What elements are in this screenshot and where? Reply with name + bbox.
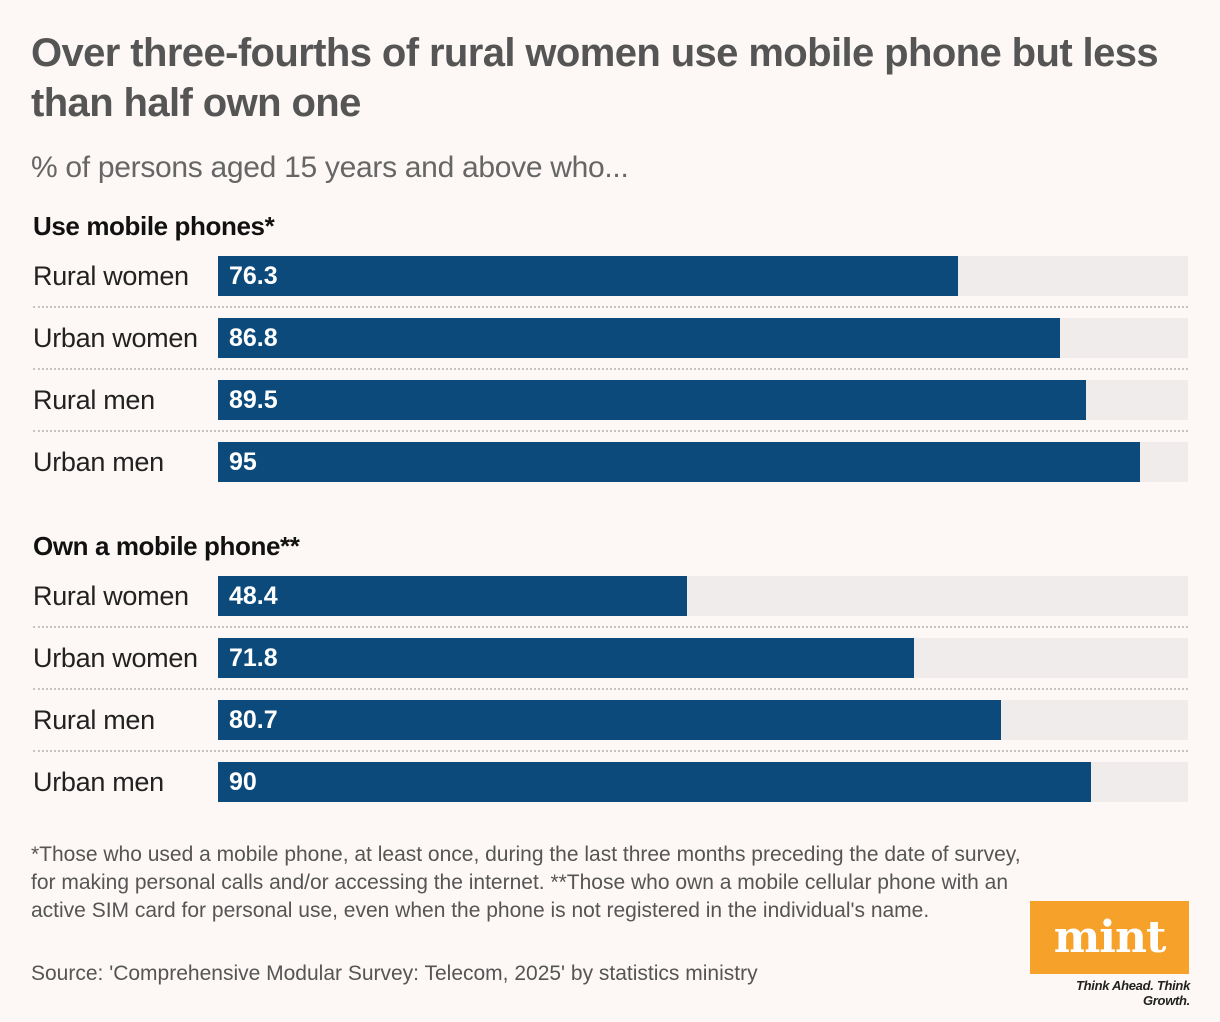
category-label: Rural women	[33, 261, 189, 291]
bar-row: Rural women 48.4	[0, 576, 1220, 638]
category-label: Urban men	[33, 767, 164, 797]
bar: 80.7	[218, 700, 1001, 740]
bar: 71.8	[218, 638, 914, 678]
bar: 89.5	[218, 380, 1086, 420]
bar-value-label: 48.4	[229, 582, 278, 610]
row-divider	[33, 626, 1188, 628]
bar-row: Urban women 71.8	[0, 638, 1220, 700]
category-label: Rural men	[33, 705, 155, 735]
row-divider	[33, 368, 1188, 370]
bar-value-label: 90	[229, 768, 257, 796]
bar: 95	[218, 442, 1140, 482]
source-note: Source: 'Comprehensive Modular Survey: T…	[31, 962, 758, 985]
bar-value-label: 95	[229, 448, 257, 476]
bar-track: 48.4	[218, 576, 1188, 616]
bar-value-label: 76.3	[229, 262, 278, 290]
bar-row: Urban women 86.8	[0, 318, 1220, 380]
mint-logo-text: mint	[1053, 911, 1167, 963]
category-label: Urban men	[33, 447, 164, 477]
bar-track: 80.7	[218, 700, 1188, 740]
category-label: Rural men	[33, 385, 155, 415]
bar: 86.8	[218, 318, 1060, 358]
bar-track: 76.3	[218, 256, 1188, 296]
bar-row: Rural men 80.7	[0, 700, 1220, 762]
bar-track: 89.5	[218, 380, 1188, 420]
row-divider	[33, 688, 1188, 690]
category-label: Urban women	[33, 643, 198, 673]
bar-track: 71.8	[218, 638, 1188, 678]
bar-row: Rural women 76.3	[0, 256, 1220, 318]
mint-logo: mint	[1030, 901, 1189, 974]
section-title-use: Use mobile phones*	[33, 211, 275, 241]
bar-value-label: 89.5	[229, 386, 278, 414]
bar-track: 95	[218, 442, 1188, 482]
section-title-own: Own a mobile phone**	[33, 531, 300, 561]
bar: 48.4	[218, 576, 687, 616]
row-divider	[33, 306, 1188, 308]
bar-value-label: 71.8	[229, 644, 278, 672]
bar-value-label: 80.7	[229, 706, 278, 734]
row-divider	[33, 750, 1188, 752]
bar-value-label: 86.8	[229, 324, 278, 352]
bar-row: Urban men 95	[0, 442, 1220, 504]
bar-track: 86.8	[218, 318, 1188, 358]
chart-subtitle: % of persons aged 15 years and above who…	[31, 151, 629, 184]
bar-row: Urban men 90	[0, 762, 1220, 824]
category-label: Rural women	[33, 581, 189, 611]
chart-title: Over three-fourths of rural women use mo…	[31, 31, 1159, 125]
bar-row: Rural men 89.5	[0, 380, 1220, 442]
bar: 76.3	[218, 256, 958, 296]
bar: 90	[218, 762, 1091, 802]
logo-tagline: Think Ahead. Think Growth.	[1075, 978, 1190, 1008]
bar-track: 90	[218, 762, 1188, 802]
category-label: Urban women	[33, 323, 198, 353]
footnote: *Those who used a mobile phone, at least…	[31, 843, 1021, 922]
row-divider	[33, 430, 1188, 432]
